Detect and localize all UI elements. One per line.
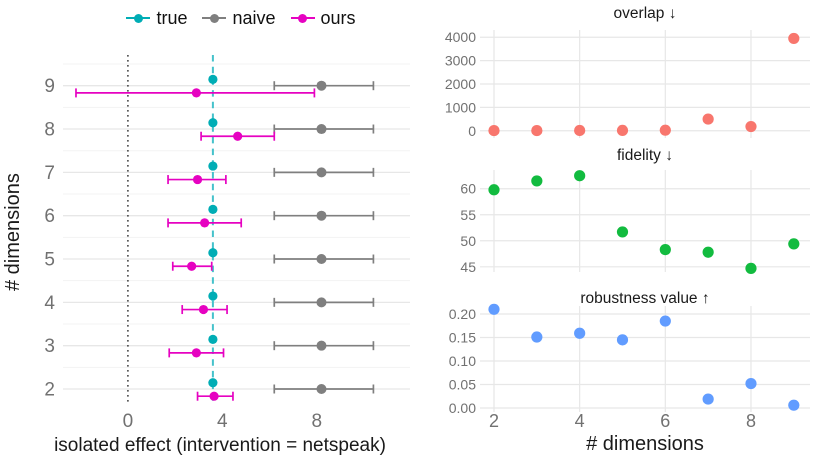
naive-point-dim-3: [316, 340, 327, 351]
robustness-point-x-9: [788, 399, 800, 411]
overlap-point-x-9: [788, 32, 800, 45]
robustness-point-x-2: [488, 303, 500, 315]
fidelity-y-tick-label: 60: [460, 181, 476, 197]
naive-point-dim-5: [316, 254, 327, 265]
left-x-tick-label-8: 8: [311, 411, 322, 432]
right-x-tick-label-2: 2: [489, 411, 499, 431]
robustness-y-tick-label: 0.20: [449, 306, 476, 322]
left-y-tick-label-4: 4: [44, 293, 55, 314]
overlap-y-tick-label: 4000: [445, 29, 476, 45]
overlap-point-x-8: [745, 120, 757, 133]
fidelity-y-tick-label: 50: [460, 233, 476, 249]
left-y-tick-label-5: 5: [44, 250, 55, 271]
left-x-axis-title: isolated effect (intervention = netspeak…: [54, 435, 386, 456]
overlap-point-x-7: [702, 113, 714, 125]
ours-point-dim-6: [200, 218, 210, 228]
robustness-y-tick-label: 0.15: [449, 329, 476, 345]
robustness-point-x-8: [745, 377, 757, 390]
right-x-tick-label-8: 8: [746, 411, 756, 431]
robustness-point-x-7: [702, 393, 714, 405]
naive-point-dim-9: [316, 80, 327, 91]
legend-label-true: true: [156, 8, 188, 28]
ours-marker-icon: [290, 8, 315, 28]
fidelity-point-x-9: [788, 238, 800, 250]
true-point-dim-2: [208, 378, 218, 388]
right-x-tick-label-4: 4: [575, 411, 585, 431]
overlap-y-tick-label: 2000: [445, 76, 476, 92]
overlap-point-x-6: [659, 124, 671, 136]
fidelity-point-x-7: [702, 246, 714, 258]
ours-point-dim-3: [191, 348, 201, 358]
overlap-y-tick-label: 1000: [445, 99, 476, 115]
overlap-y-tick-label: 0: [468, 123, 476, 139]
overlap-panel-title: overlap ↓: [613, 5, 677, 22]
fidelity-y-tick-label: 45: [460, 259, 476, 275]
robustness-y-tick-label: 0.05: [449, 377, 476, 393]
left-y-tick-label-3: 3: [44, 336, 55, 357]
legend-item-true: true: [126, 8, 187, 28]
legend-item-naive: naive: [202, 8, 276, 28]
ours-point-dim-9: [191, 88, 201, 98]
naive-marker-icon: [202, 8, 227, 28]
robustness-point-x-3: [531, 331, 543, 343]
naive-point-dim-7: [316, 167, 327, 178]
naive-point-dim-8: [316, 124, 327, 135]
left-x-tick-label-0: 0: [123, 411, 134, 432]
left-y-tick-label-8: 8: [44, 120, 55, 141]
legend: true naive ours: [34, 6, 448, 30]
robustness-panel-title: robustness value ↑: [580, 290, 710, 307]
left-y-tick-label-2: 2: [44, 380, 55, 401]
left-y-tick-label-6: 6: [44, 206, 55, 227]
legend-item-ours: ours: [290, 8, 356, 28]
true-point-dim-4: [208, 291, 218, 301]
fidelity-point-x-6: [659, 244, 671, 256]
fidelity-point-x-4: [574, 170, 586, 182]
true-point-dim-5: [208, 248, 218, 258]
ours-point-dim-4: [198, 304, 209, 315]
robustness-y-tick-label: 0.10: [449, 353, 476, 369]
ours-point-dim-5: [187, 261, 197, 271]
legend-label-ours: ours: [320, 8, 356, 28]
left-x-tick-label-4: 4: [217, 411, 228, 432]
robustness-point-x-4: [574, 327, 586, 339]
overlap-point-x-5: [616, 124, 629, 137]
fidelity-point-x-8: [745, 262, 757, 274]
fidelity-point-x-2: [488, 184, 500, 196]
fidelity-y-tick-label: 55: [460, 207, 476, 223]
fidelity-panel-title: fidelity ↓: [617, 147, 673, 164]
naive-point-dim-2: [316, 384, 327, 395]
ours-point-dim-7: [192, 174, 203, 185]
true-point-dim-6: [208, 204, 218, 214]
right-x-axis-title: # dimensions: [586, 433, 704, 455]
true-marker-icon: [126, 8, 151, 28]
legend-label-naive: naive: [232, 8, 276, 28]
fidelity-point-x-5: [616, 226, 629, 238]
overlap-point-x-2: [488, 124, 500, 137]
left-y-tick-label-9: 9: [44, 76, 55, 97]
robustness-y-tick-label: 0.00: [449, 400, 476, 416]
overlap-point-x-4: [574, 124, 586, 137]
true-point-dim-7: [208, 161, 218, 171]
left-y-axis-title: # dimensions: [2, 173, 24, 292]
ours-point-dim-2: [209, 391, 219, 401]
true-point-dim-9: [208, 74, 218, 84]
fidelity-point-x-3: [531, 175, 543, 187]
left-y-tick-label-7: 7: [44, 163, 55, 184]
ours-point-dim-8: [233, 131, 243, 141]
overlap-y-tick-label: 3000: [445, 53, 476, 69]
robustness-point-x-6: [659, 315, 671, 327]
overlap-point-x-3: [531, 124, 543, 137]
naive-point-dim-6: [316, 210, 327, 221]
robustness-point-x-5: [616, 334, 629, 346]
true-point-dim-8: [208, 118, 218, 128]
naive-point-dim-4: [316, 297, 327, 308]
right-x-tick-label-6: 6: [660, 411, 670, 431]
true-point-dim-3: [208, 334, 218, 344]
